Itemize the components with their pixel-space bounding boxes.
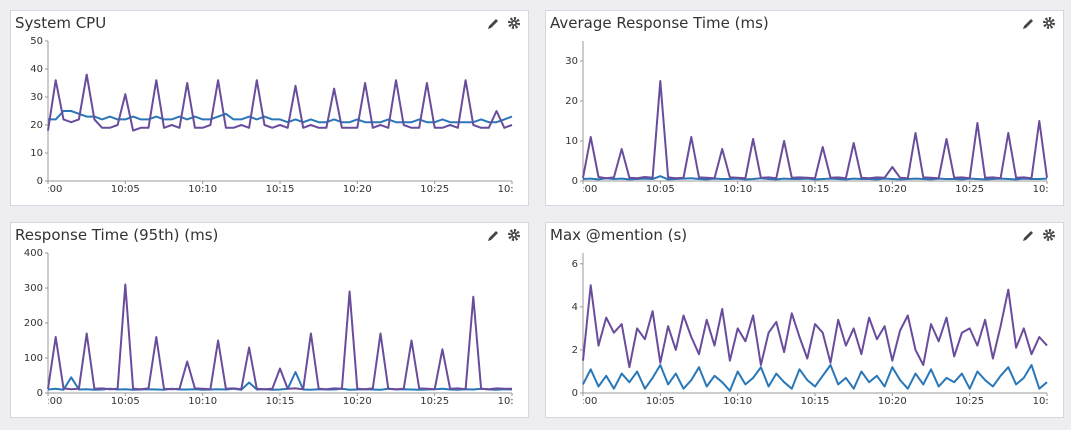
x-tick-label: 10:15 (266, 396, 295, 407)
y-tick-label: 0 (572, 176, 578, 187)
chart: 010020030040010:0010:0510:1010:1510:2010… (11, 249, 528, 417)
y-tick-label: 30 (565, 56, 578, 67)
series-line (583, 81, 1047, 178)
x-tick-label: 10:20 (878, 396, 907, 407)
series-line (48, 285, 512, 390)
widget-title: Response Time (95th) (ms) (15, 226, 218, 244)
widget-icons (486, 16, 522, 32)
widget-title: Average Response Time (ms) (550, 14, 769, 32)
y-tick-label: 100 (24, 353, 43, 364)
x-labels: 10:0010:0510:1010:1510:2010:2510:30 (569, 184, 1062, 195)
chart: 024610:0010:0510:1010:1510:2010:2510:30 (546, 249, 1063, 417)
x-tick-label: 10:15 (801, 184, 830, 195)
widget: Average Response Time (ms) 010203010:001… (545, 10, 1064, 206)
widget-title: System CPU (15, 14, 106, 32)
x-tick-label: 10:20 (343, 396, 372, 407)
x-tick-label: 10:10 (723, 396, 752, 407)
edit-icon[interactable] (488, 231, 498, 241)
widget-icons (1021, 228, 1057, 244)
settings-icon[interactable] (1045, 19, 1054, 28)
widget-icons (1021, 16, 1057, 32)
y-tick-label: 20 (565, 96, 578, 107)
x-tick-label: 10:25 (955, 184, 984, 195)
y-tick-label: 300 (24, 283, 43, 294)
y-tick-label: 400 (24, 249, 43, 259)
y-tick-label: 50 (30, 37, 43, 47)
y-tick-label: 4 (572, 302, 578, 313)
settings-icon[interactable] (510, 19, 519, 28)
series-line (48, 75, 512, 131)
series-line (583, 285, 1047, 367)
widget-icons (486, 228, 522, 244)
series-line (583, 365, 1047, 391)
y-tick-label: 0 (37, 176, 43, 187)
y-tick-label: 40 (30, 64, 43, 75)
x-tick-label: 10:25 (955, 396, 984, 407)
widget: Response Time (95th) (ms) 0 100 200 300 400 1… (10, 222, 529, 418)
x-tick-label: 10:30 (498, 396, 527, 407)
settings-icon[interactable] (1045, 231, 1054, 240)
x-labels: 10:0010:0510:1010:1510:2010:2510:30 (34, 184, 527, 195)
chart: 0102030405010:0010:0510:1010:1510:2010:2… (11, 37, 528, 205)
chart: 010203010:0010:0510:1010:1510:2010:2510:… (546, 37, 1063, 205)
x-tick-label: 10:30 (1033, 184, 1062, 195)
widget-title: Max @mention (s) (550, 226, 687, 244)
y-tick-label: 0 (37, 388, 43, 399)
y-tick-label: 10 (565, 136, 578, 147)
x-tick-label: 10:15 (266, 184, 295, 195)
x-tick-label: 10:10 (188, 396, 217, 407)
x-tick-label: 10:05 (111, 184, 140, 195)
widget: System CPU 0102030405010:0010:0510:1010:… (10, 10, 529, 206)
x-tick-label: 10:05 (111, 396, 140, 407)
y-tick-label: 30 (30, 92, 43, 103)
x-tick-label: 10:20 (343, 184, 372, 195)
x-tick-label: 10:10 (723, 184, 752, 195)
edit-icon[interactable] (488, 19, 498, 29)
y-tick-label: 10 (30, 148, 43, 159)
x-tick-label: 10:05 (646, 396, 675, 407)
x-tick-label: 10:05 (646, 184, 675, 195)
settings-icon[interactable] (510, 231, 519, 240)
edit-icon[interactable] (1023, 231, 1033, 241)
edit-icon[interactable] (1023, 19, 1033, 29)
widget: Max @mention (s) 024610:0010:0510:1010:1… (545, 222, 1064, 418)
x-labels: 10:0010:0510:1010:1510:2010:2510:30 (569, 396, 1062, 407)
x-tick-label: 10:15 (801, 396, 830, 407)
x-tick-label: 10:30 (1033, 396, 1062, 407)
y-tick-label: 0 (572, 388, 578, 399)
x-tick-label: 10:10 (188, 184, 217, 195)
y-tick-label: 200 (24, 318, 43, 329)
x-tick-label: 10:25 (420, 184, 449, 195)
x-tick-label: 10:25 (420, 396, 449, 407)
x-tick-label: 10:30 (498, 184, 527, 195)
x-tick-label: 10:20 (878, 184, 907, 195)
series-line (48, 111, 512, 122)
y-tick-label: 6 (572, 259, 578, 270)
y-tick-label: 2 (572, 345, 578, 356)
y-tick-label: 20 (30, 120, 43, 131)
x-labels: 10:0010:0510:1010:1510:2010:2510:30 (34, 396, 527, 407)
